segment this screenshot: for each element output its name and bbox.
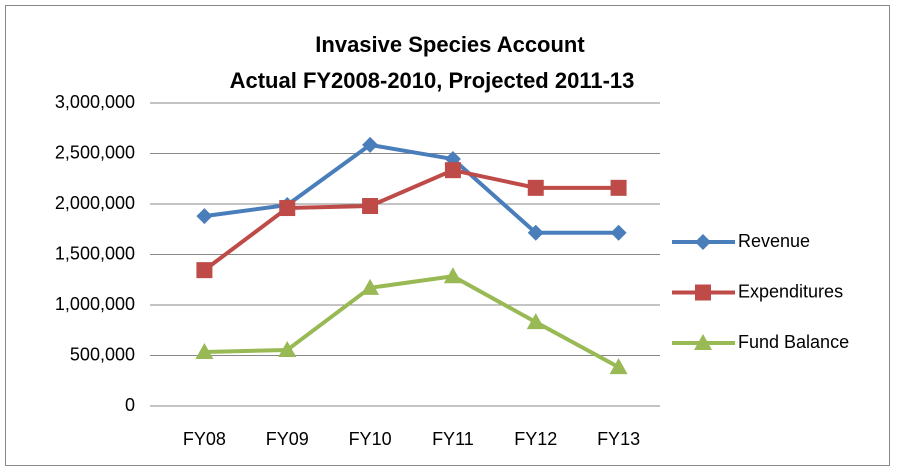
series-line <box>203 168 619 272</box>
legend-label: Fund Balance <box>738 332 849 352</box>
chart-subtitle: Actual FY2008-2010, Projected 2011-13 <box>230 68 635 93</box>
data-point <box>610 224 627 241</box>
data-point <box>527 179 544 196</box>
data-point <box>443 267 462 284</box>
x-tick-label: FY11 <box>432 429 474 449</box>
y-tick-label: 2,500,000 <box>55 142 135 162</box>
data-point <box>278 340 297 357</box>
y-tick-label: 3,000,000 <box>55 92 135 112</box>
legend-label: Expenditures <box>738 281 843 301</box>
y-tick-label: 1,000,000 <box>55 294 135 314</box>
legend-marker <box>695 284 711 301</box>
data-point <box>196 262 213 279</box>
data-point <box>362 198 379 215</box>
x-tick-label: FY12 <box>514 429 557 449</box>
data-point <box>527 224 544 241</box>
legend-marker <box>695 234 711 250</box>
data-point <box>196 208 213 225</box>
data-point <box>444 162 461 179</box>
legend-marker <box>694 334 712 350</box>
chart-border <box>5 5 890 466</box>
x-tick-label: FY13 <box>597 429 640 449</box>
data-point <box>609 358 628 375</box>
data-point <box>610 179 627 196</box>
data-point <box>195 342 214 359</box>
y-tick-label: 1,500,000 <box>55 243 135 263</box>
chart-title: Invasive Species Account <box>315 32 585 57</box>
x-tick-label: FY10 <box>349 429 392 449</box>
data-point <box>362 136 379 153</box>
x-tick-label: FY08 <box>183 429 226 449</box>
series-line <box>204 274 620 369</box>
y-tick-label: 0 <box>125 395 135 415</box>
y-tick-label: 2,000,000 <box>55 193 135 213</box>
x-tick-label: FY09 <box>266 429 309 449</box>
legend-label: Revenue <box>738 231 810 251</box>
data-point <box>361 278 380 295</box>
data-point <box>526 313 545 330</box>
data-point <box>279 200 296 217</box>
y-tick-label: 500,000 <box>70 344 135 364</box>
series-line <box>204 142 619 235</box>
